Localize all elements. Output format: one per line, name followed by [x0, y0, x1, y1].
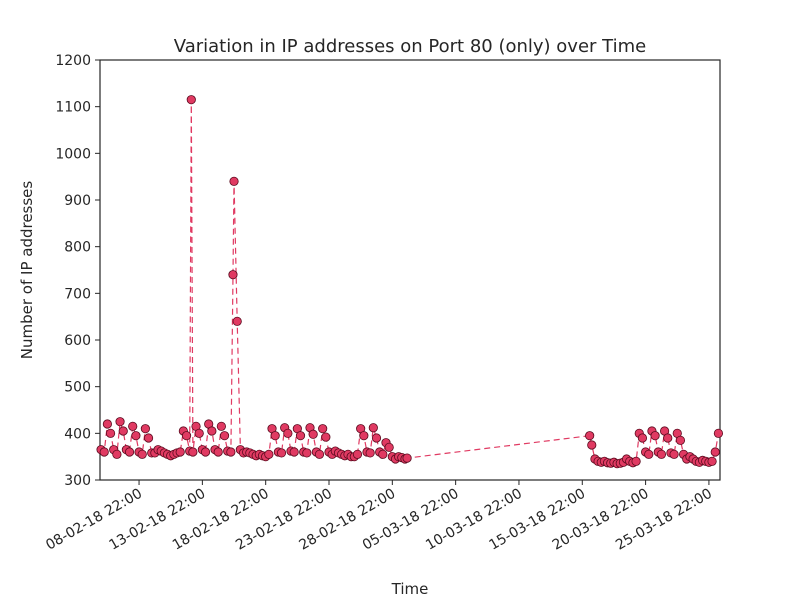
data-point — [105, 428, 116, 438]
data-point — [276, 448, 287, 458]
data-point — [631, 456, 641, 466]
plot-area — [99, 59, 721, 481]
y-tick-label: 600 — [64, 333, 91, 349]
y-tick-label: 1200 — [55, 53, 91, 69]
data-point — [637, 433, 648, 443]
data-point — [175, 447, 185, 457]
data-point — [371, 433, 382, 443]
y-tick-label: 500 — [64, 380, 91, 396]
data-point — [318, 424, 328, 434]
data-point — [229, 176, 239, 186]
data-point — [140, 424, 150, 434]
data-point — [644, 449, 654, 459]
data-point — [188, 447, 198, 457]
y-tick-label: 900 — [64, 193, 91, 209]
y-tick-label: 1000 — [55, 146, 91, 162]
data-point — [365, 448, 375, 458]
data-line — [100, 99, 719, 465]
data-point — [302, 448, 312, 458]
y-axis-label: Number of IP addresses — [18, 181, 36, 360]
y-tick-label: 400 — [64, 426, 91, 442]
data-point — [232, 316, 242, 326]
data-point — [228, 270, 238, 280]
data-point — [289, 447, 299, 457]
data-point — [219, 431, 230, 441]
chart-title: Variation in IP addresses on Port 80 (on… — [174, 36, 646, 57]
data-point — [710, 447, 720, 457]
data-point — [118, 426, 128, 436]
data-point — [359, 431, 369, 441]
data-point — [216, 421, 226, 431]
data-point — [314, 449, 325, 459]
data-point — [181, 431, 192, 441]
data-point — [264, 449, 274, 459]
y-tick-label: 300 — [64, 473, 91, 489]
data-point — [402, 453, 412, 463]
data-point — [99, 447, 109, 457]
data-point — [713, 428, 724, 438]
data-point — [200, 447, 211, 457]
y-tick-label: 800 — [64, 240, 91, 256]
data-point — [137, 449, 147, 459]
data-point — [270, 431, 280, 441]
data-point — [102, 419, 112, 429]
data-point — [707, 456, 717, 466]
data-point — [194, 428, 204, 438]
data-point — [384, 442, 394, 452]
data-point — [308, 429, 318, 439]
data-point — [283, 428, 293, 438]
data-point — [295, 431, 306, 441]
data-point — [650, 431, 660, 441]
data-point — [321, 432, 331, 442]
data-point — [656, 449, 667, 459]
data-point — [663, 433, 673, 443]
data-point — [213, 447, 223, 457]
data-point — [128, 421, 138, 431]
data-point — [352, 449, 363, 459]
data-point — [112, 449, 122, 459]
data-point — [587, 440, 597, 450]
data-point — [368, 423, 378, 433]
data-point — [378, 449, 388, 459]
data-point — [131, 431, 141, 441]
y-tick-label: 700 — [64, 286, 91, 302]
data-point — [207, 426, 217, 436]
y-tick-label: 1100 — [55, 100, 91, 116]
data-point — [226, 447, 236, 457]
data-point — [675, 435, 686, 445]
data-point — [186, 95, 196, 105]
data-point — [115, 417, 125, 427]
data-point — [143, 433, 154, 443]
data-point — [124, 447, 135, 457]
x-axis-label: Time — [391, 580, 429, 598]
data-point — [585, 431, 595, 441]
data-point — [669, 449, 679, 459]
